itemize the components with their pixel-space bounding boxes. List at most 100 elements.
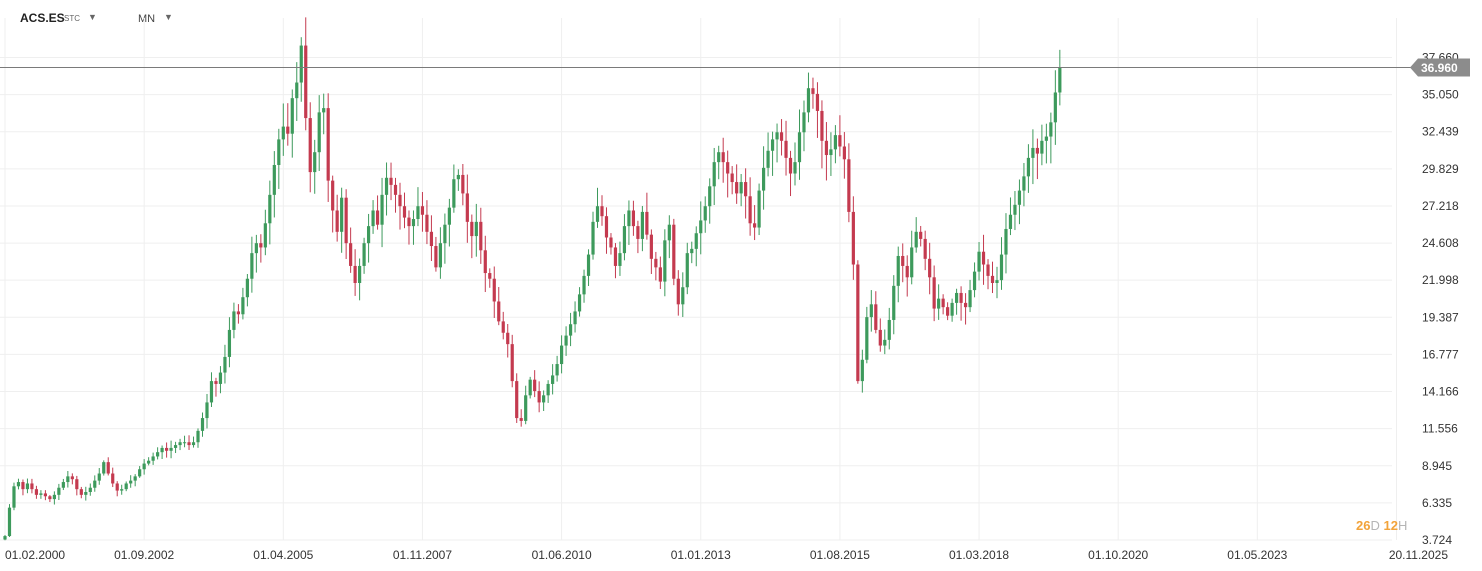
- candle-body: [322, 108, 326, 113]
- candle-body: [950, 302, 954, 316]
- candle-body: [34, 489, 39, 495]
- candle-body: [479, 221, 483, 251]
- candle-body: [954, 292, 959, 303]
- candle-body: [551, 375, 555, 384]
- candle-body: [874, 304, 878, 330]
- candle-body: [613, 247, 618, 266]
- x-tick-label: 01.02.2000: [5, 548, 65, 562]
- candle-body: [326, 108, 330, 181]
- candle-body: [946, 307, 950, 316]
- candle-body: [824, 140, 829, 156]
- candle-body: [102, 462, 106, 474]
- candle-body: [429, 231, 434, 247]
- candle-body: [860, 359, 864, 382]
- candle-body: [977, 251, 981, 272]
- candle-body: [937, 298, 941, 309]
- candle-body: [3, 536, 7, 540]
- candle-body: [277, 139, 281, 165]
- candle-body: [151, 456, 155, 461]
- candle-body: [290, 98, 294, 134]
- candle-countdown: 26D 12H: [1356, 518, 1407, 533]
- candle-body: [699, 220, 703, 234]
- candle-body: [851, 211, 855, 265]
- candle-body: [788, 157, 793, 174]
- candle-body: [39, 493, 43, 495]
- candle-body: [905, 265, 909, 278]
- candle-body: [227, 329, 232, 357]
- candle-body: [667, 224, 671, 241]
- candle-body: [631, 210, 636, 227]
- candle-body: [375, 210, 380, 225]
- candle-body: [483, 250, 487, 274]
- candle-body: [452, 179, 456, 208]
- candle-body: [726, 162, 730, 174]
- candle-body: [97, 473, 101, 481]
- candle-body: [84, 492, 88, 495]
- x-tick-label: 01.08.2015: [810, 548, 870, 562]
- candle-body: [963, 302, 968, 308]
- candle-body: [30, 483, 34, 490]
- candle-body: [577, 294, 582, 312]
- x-tick-label: 20.11.2025: [1389, 548, 1448, 562]
- candle-body: [690, 248, 694, 254]
- candle-body: [263, 223, 267, 248]
- candle-body: [761, 167, 766, 191]
- candle-body: [21, 482, 25, 490]
- candle-body: [717, 152, 721, 163]
- y-tick-label: 14.166: [1422, 385, 1459, 399]
- candle-body: [842, 146, 846, 160]
- y-tick-label: 29.829: [1422, 162, 1459, 176]
- candle-body: [147, 460, 151, 464]
- candle-body: [398, 194, 402, 207]
- candle-body: [1035, 147, 1039, 154]
- candle-body: [16, 482, 21, 487]
- symbol-selector[interactable]: ACS.ES: [20, 11, 65, 25]
- candle-body: [88, 487, 92, 493]
- candle-body: [968, 290, 972, 308]
- candle-body: [654, 258, 658, 268]
- candle-body: [972, 271, 977, 291]
- candle-body: [196, 430, 200, 443]
- candle-body: [676, 278, 680, 305]
- candle-body: [218, 372, 223, 384]
- y-tick-label: 6.335: [1422, 496, 1452, 510]
- candle-body: [663, 240, 667, 282]
- candle-body: [25, 483, 30, 490]
- candle-body: [344, 197, 348, 244]
- candle-body: [120, 489, 124, 491]
- candle-body: [12, 486, 16, 508]
- interval-dropdown-chevron-icon[interactable]: ▼: [164, 12, 173, 22]
- candle-body: [959, 292, 963, 303]
- candle-body: [999, 254, 1004, 281]
- candle-body: [411, 219, 416, 227]
- candle-body: [1058, 67, 1062, 93]
- candle-body: [236, 311, 241, 315]
- candle-body: [138, 469, 142, 477]
- candle-body: [1040, 140, 1044, 154]
- candle-body: [407, 217, 411, 227]
- candle-body: [115, 483, 119, 491]
- candle-body: [932, 277, 936, 309]
- candle-body: [93, 480, 97, 488]
- interval-selector[interactable]: MN: [138, 13, 156, 25]
- x-tick-label: 01.04.2005: [253, 548, 313, 562]
- candle-body: [295, 82, 299, 99]
- candle-body: [600, 206, 604, 217]
- countdown-days-unit: D: [1370, 518, 1380, 533]
- candle-body: [1022, 176, 1026, 191]
- candle-body: [770, 139, 775, 151]
- candle-body: [182, 442, 187, 444]
- candle-body: [586, 254, 591, 276]
- candle-body: [519, 418, 523, 421]
- candle-body: [506, 332, 510, 345]
- candle-body: [712, 162, 716, 187]
- candle-body: [537, 391, 541, 403]
- candle-body: [568, 324, 573, 336]
- candle-body: [160, 447, 164, 453]
- candle-body: [833, 135, 838, 150]
- candle-body: [618, 253, 622, 266]
- symbol-dropdown-chevron-icon[interactable]: ▼: [88, 12, 97, 22]
- candle-body: [259, 243, 263, 248]
- candle-body: [730, 173, 734, 183]
